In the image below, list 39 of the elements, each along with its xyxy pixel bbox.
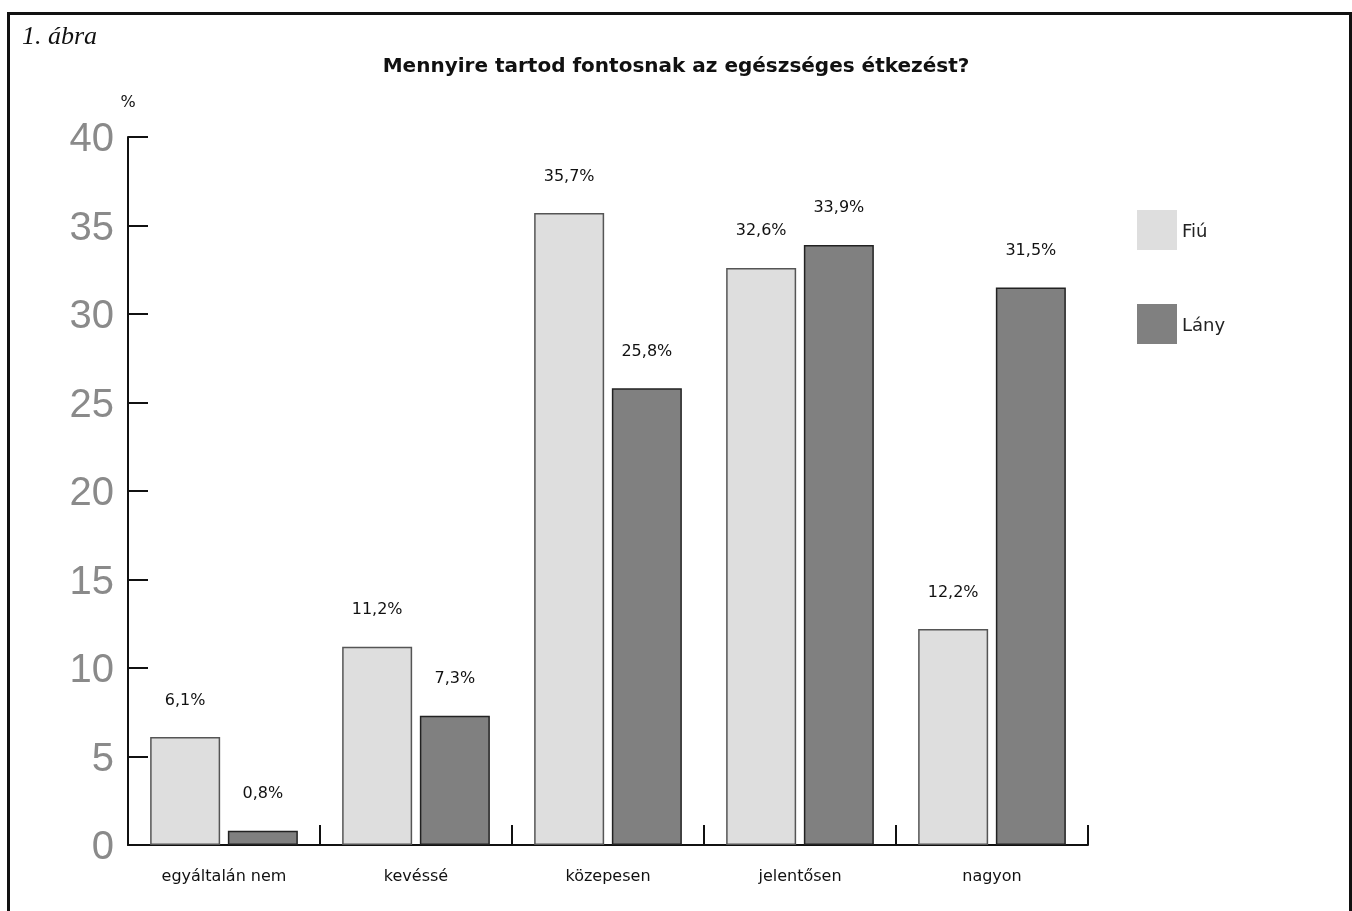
chart-title: Mennyire tartod fontosnak az egészséges étkezést? [382, 53, 970, 77]
bar [419, 715, 490, 845]
data-label: 6,1% [164, 689, 206, 709]
y-tick-label: 15 [69, 557, 114, 602]
y-tick-label: 30 [69, 292, 114, 336]
x-tick-label: nagyon [962, 865, 1022, 885]
y-tick-label: 25 [69, 380, 114, 425]
x-tick-label: kevéssé [383, 865, 449, 885]
bar [150, 737, 221, 845]
bar [803, 244, 874, 845]
bar [726, 267, 797, 845]
y-tick-label: 20 [69, 469, 114, 513]
data-label: 11,2% [351, 599, 403, 619]
x-tick-label: jelentősen [757, 865, 842, 885]
legend-label: Fiú [1182, 219, 1208, 241]
bar [227, 830, 298, 845]
data-label: 31,5% [1005, 239, 1057, 259]
bar [611, 388, 682, 845]
data-label: 35,7% [543, 165, 595, 185]
text: 1. ábra [22, 20, 98, 50]
y-tick-label: 0 [91, 823, 114, 867]
bar [995, 287, 1066, 845]
y-axis-title: % [120, 91, 136, 111]
y-tick-label: 5 [91, 734, 114, 779]
bar [918, 629, 989, 845]
legend-label: Lány [1182, 313, 1226, 335]
bar [534, 213, 605, 845]
bar [342, 646, 413, 845]
data-label: 33,9% [813, 197, 865, 217]
y-tick-label: 10 [69, 646, 114, 690]
data-label: 12,2% [927, 581, 979, 601]
x-tick-label: egyáltalán nem [161, 865, 287, 885]
y-tick-label: 35 [69, 203, 114, 248]
data-label: 7,3% [434, 668, 476, 688]
data-label: 32,6% [735, 220, 787, 240]
y-tick-label: 40 [69, 115, 114, 159]
data-label: 0,8% [242, 783, 284, 803]
x-tick-label: közepesen [565, 865, 651, 885]
data-label: 25,8% [621, 340, 673, 360]
